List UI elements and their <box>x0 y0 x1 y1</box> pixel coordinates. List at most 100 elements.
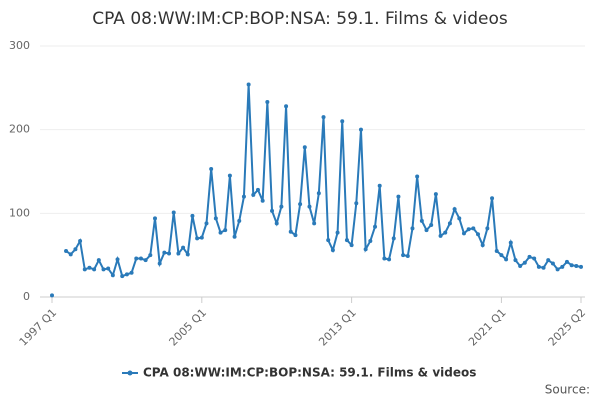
point <box>354 201 359 206</box>
point <box>143 258 148 263</box>
point <box>241 194 246 199</box>
point <box>152 216 157 221</box>
point <box>223 228 228 233</box>
point <box>382 256 387 261</box>
point <box>326 238 331 243</box>
point <box>546 258 551 263</box>
point <box>438 233 443 238</box>
point <box>494 248 499 253</box>
point <box>508 240 513 245</box>
point <box>288 229 293 234</box>
series-line <box>65 84 582 278</box>
point <box>391 236 396 241</box>
point <box>213 216 218 221</box>
point <box>204 221 209 226</box>
y-tick-label: 300 <box>9 39 30 52</box>
point <box>476 232 481 237</box>
point <box>82 267 87 272</box>
point <box>110 273 115 278</box>
point <box>260 198 265 203</box>
point <box>429 223 434 228</box>
point <box>237 218 242 223</box>
point <box>536 264 541 269</box>
point <box>410 226 415 231</box>
point <box>377 183 382 188</box>
point <box>190 213 195 218</box>
point <box>344 238 349 243</box>
point <box>532 256 537 261</box>
point <box>373 224 378 229</box>
point <box>419 218 424 223</box>
point <box>504 257 509 262</box>
point <box>401 253 406 258</box>
point <box>199 235 204 240</box>
point <box>115 257 120 262</box>
point <box>569 263 574 268</box>
point <box>64 248 69 253</box>
point <box>461 231 466 236</box>
point <box>138 256 143 261</box>
point <box>433 192 438 197</box>
point <box>471 226 476 231</box>
point <box>340 119 345 124</box>
point <box>298 202 303 207</box>
point <box>176 251 181 256</box>
point <box>92 267 97 272</box>
point <box>106 266 111 271</box>
point <box>485 226 490 231</box>
point <box>480 243 485 248</box>
y-tick-label: 100 <box>9 206 30 219</box>
point <box>499 253 504 258</box>
point <box>560 264 565 269</box>
x-tick-label: 2013 Q1 <box>316 306 359 349</box>
legend-marker <box>127 370 133 376</box>
point <box>574 264 579 269</box>
point <box>209 166 214 171</box>
point <box>424 228 429 233</box>
point <box>316 191 321 196</box>
point <box>50 293 54 298</box>
point <box>302 145 307 150</box>
point <box>96 258 101 263</box>
point <box>368 238 373 243</box>
point <box>124 272 129 277</box>
point <box>227 173 232 178</box>
point <box>335 230 340 235</box>
point <box>405 254 410 259</box>
point <box>246 82 251 87</box>
point <box>279 204 284 209</box>
point <box>387 257 392 262</box>
point <box>349 243 354 248</box>
point <box>218 230 223 235</box>
point <box>270 208 275 213</box>
point <box>396 194 401 199</box>
point <box>555 267 560 272</box>
point <box>265 100 270 105</box>
point <box>171 210 176 215</box>
legend-label: CPA 08:WW:IM:CP:BOP:NSA: 59.1. Films & v… <box>143 366 476 380</box>
point <box>490 196 495 201</box>
x-tick-label: 1997 Q1 <box>17 306 60 349</box>
point <box>120 274 125 279</box>
point <box>185 252 190 257</box>
point <box>87 265 92 270</box>
point <box>522 260 527 265</box>
point <box>157 261 162 266</box>
point <box>415 174 420 179</box>
point <box>148 253 153 258</box>
point <box>129 270 134 275</box>
x-tick-label: 2021 Q1 <box>466 306 509 349</box>
point <box>251 192 256 197</box>
point <box>358 127 363 132</box>
point <box>195 236 200 241</box>
point <box>452 207 457 212</box>
y-tick-label: 0 <box>23 290 30 303</box>
point <box>550 261 555 266</box>
point <box>321 115 326 120</box>
point <box>466 227 471 232</box>
point <box>363 247 368 252</box>
point <box>457 216 462 221</box>
point <box>527 254 532 259</box>
point <box>101 267 106 272</box>
point <box>541 265 546 270</box>
